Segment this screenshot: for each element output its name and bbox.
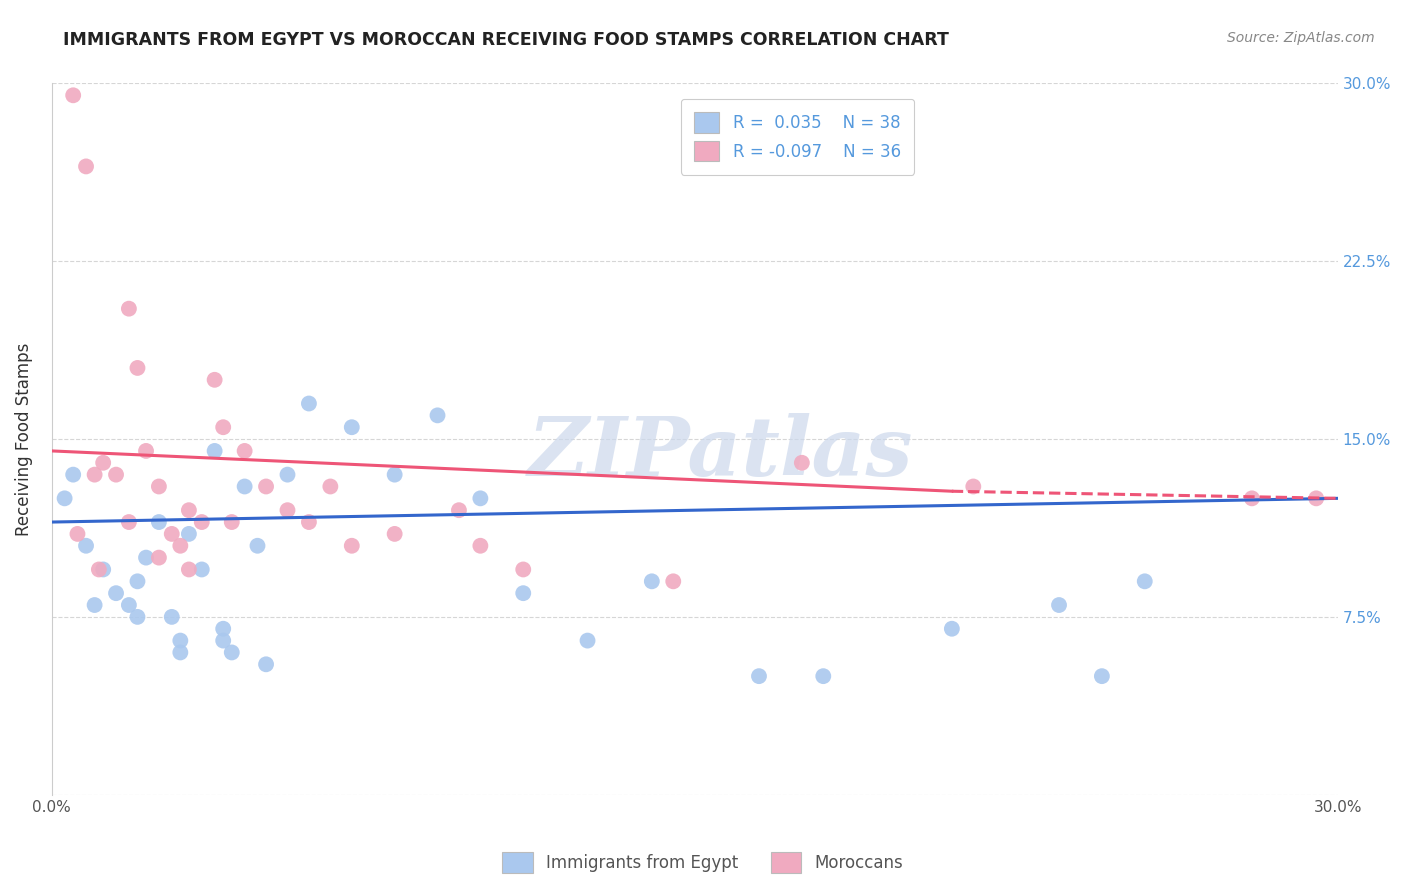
Point bbox=[191, 515, 214, 529]
Point bbox=[62, 88, 84, 103]
Point bbox=[169, 645, 191, 659]
Point bbox=[340, 539, 363, 553]
Point bbox=[177, 562, 200, 576]
Point bbox=[298, 515, 321, 529]
Text: Source: ZipAtlas.com: Source: ZipAtlas.com bbox=[1227, 31, 1375, 45]
Point bbox=[1091, 669, 1114, 683]
Point bbox=[91, 562, 114, 576]
Point bbox=[254, 479, 277, 493]
Point bbox=[148, 550, 170, 565]
Point bbox=[962, 479, 984, 493]
Point bbox=[127, 360, 149, 375]
Point bbox=[83, 598, 105, 612]
Point bbox=[83, 467, 105, 482]
Point bbox=[384, 467, 406, 482]
Point bbox=[233, 444, 256, 458]
Point bbox=[169, 539, 191, 553]
Point bbox=[340, 420, 363, 434]
Point bbox=[254, 657, 277, 672]
Point bbox=[160, 610, 183, 624]
Point bbox=[512, 586, 534, 600]
Point bbox=[177, 527, 200, 541]
Point bbox=[1240, 491, 1263, 506]
Point bbox=[1047, 598, 1070, 612]
Point bbox=[212, 633, 235, 648]
Point bbox=[118, 598, 141, 612]
Point bbox=[813, 669, 835, 683]
Text: IMMIGRANTS FROM EGYPT VS MOROCCAN RECEIVING FOOD STAMPS CORRELATION CHART: IMMIGRANTS FROM EGYPT VS MOROCCAN RECEIV… bbox=[63, 31, 949, 49]
Point bbox=[160, 527, 183, 541]
Point bbox=[118, 301, 141, 316]
Point bbox=[204, 444, 226, 458]
Point bbox=[148, 479, 170, 493]
Point bbox=[662, 574, 685, 589]
Point bbox=[127, 610, 149, 624]
Point bbox=[426, 409, 449, 423]
Point bbox=[641, 574, 664, 589]
Point bbox=[512, 562, 534, 576]
Point bbox=[221, 515, 243, 529]
Point bbox=[319, 479, 342, 493]
Point bbox=[1133, 574, 1156, 589]
Point bbox=[470, 539, 492, 553]
Point bbox=[276, 467, 298, 482]
Point bbox=[941, 622, 963, 636]
Y-axis label: Receiving Food Stamps: Receiving Food Stamps bbox=[15, 343, 32, 536]
Point bbox=[212, 420, 235, 434]
Point bbox=[177, 503, 200, 517]
Point bbox=[53, 491, 76, 506]
Point bbox=[135, 444, 157, 458]
Point bbox=[298, 396, 321, 410]
Point bbox=[118, 515, 141, 529]
Point bbox=[384, 527, 406, 541]
Point bbox=[105, 586, 128, 600]
Point bbox=[105, 467, 128, 482]
Point bbox=[470, 491, 492, 506]
Text: ZIPatlas: ZIPatlas bbox=[527, 413, 912, 493]
Point bbox=[148, 515, 170, 529]
Point bbox=[790, 456, 813, 470]
Point bbox=[246, 539, 269, 553]
Point bbox=[447, 503, 470, 517]
Point bbox=[191, 562, 214, 576]
Point bbox=[1305, 491, 1327, 506]
Point bbox=[221, 645, 243, 659]
Point bbox=[169, 633, 191, 648]
Point bbox=[576, 633, 599, 648]
Point bbox=[75, 539, 97, 553]
Point bbox=[748, 669, 770, 683]
Legend: Immigrants from Egypt, Moroccans: Immigrants from Egypt, Moroccans bbox=[496, 846, 910, 880]
Point bbox=[66, 527, 89, 541]
Point bbox=[276, 503, 298, 517]
Point bbox=[212, 622, 235, 636]
Legend: R =  0.035    N = 38, R = -0.097    N = 36: R = 0.035 N = 38, R = -0.097 N = 36 bbox=[681, 99, 914, 175]
Point bbox=[204, 373, 226, 387]
Point bbox=[87, 562, 110, 576]
Point bbox=[135, 550, 157, 565]
Point bbox=[91, 456, 114, 470]
Point bbox=[75, 160, 97, 174]
Point bbox=[127, 574, 149, 589]
Point bbox=[233, 479, 256, 493]
Point bbox=[62, 467, 84, 482]
